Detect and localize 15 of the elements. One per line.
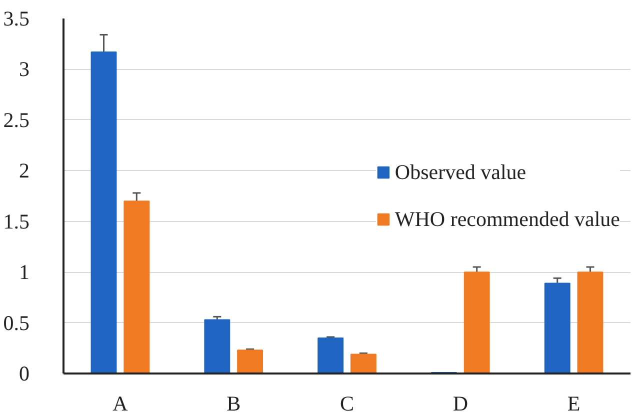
y-tick-label: 2	[19, 158, 30, 183]
y-tick-label: 3.5	[3, 6, 30, 30]
x-tick-label: E	[567, 392, 580, 416]
legend-label: Observed value	[394, 160, 526, 184]
x-tick-label: C	[340, 392, 354, 416]
y-tick-label: 1.5	[3, 209, 30, 234]
y-tick-label: 3	[19, 57, 30, 82]
x-tick-label: A	[112, 392, 129, 416]
x-tick-label: B	[226, 392, 241, 416]
y-tick-label: 0.5	[3, 310, 30, 335]
x-tick-label: D	[452, 392, 468, 416]
y-tick-label: 1	[19, 260, 30, 284]
y-tick-label: 2.5	[3, 108, 30, 132]
legend-label: WHO recommended value	[394, 206, 620, 232]
y-tick-label: 0	[19, 362, 30, 386]
